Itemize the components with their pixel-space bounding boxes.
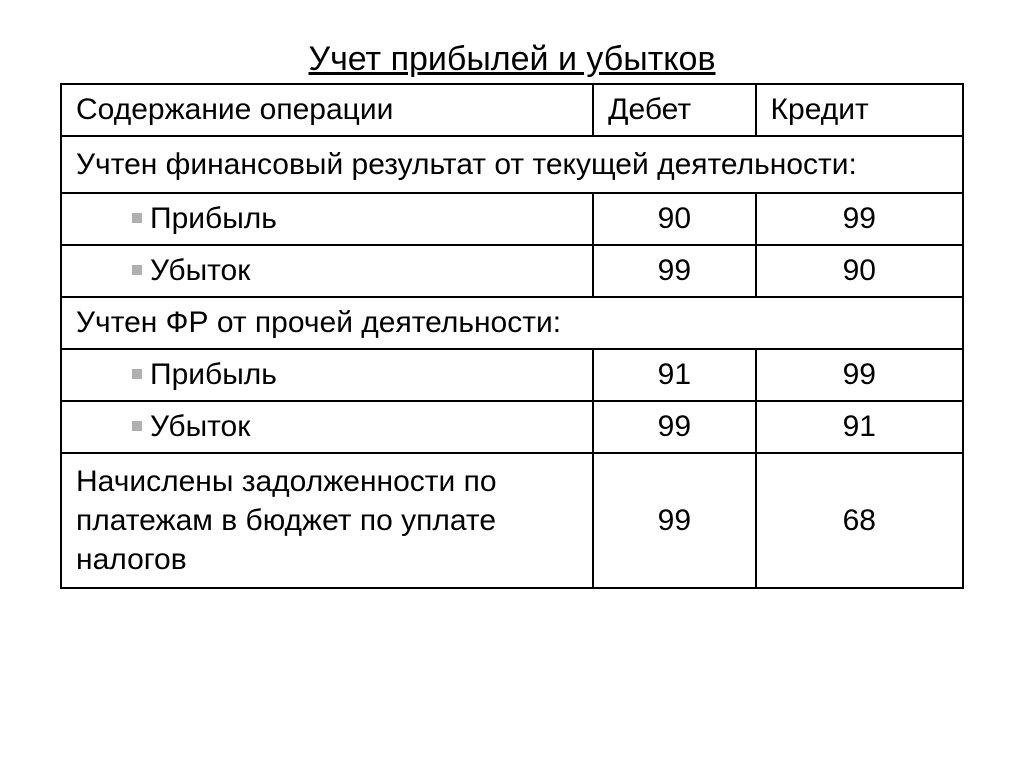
row-credit: 68 — [756, 453, 963, 588]
table-row: Начислены задолженности по платежам в бю… — [61, 453, 963, 588]
header-credit: Кредит — [756, 84, 963, 136]
row-credit: 99 — [756, 349, 963, 401]
row-label: Прибыль — [61, 349, 593, 401]
row-debit: 99 — [593, 453, 755, 588]
section-row: Учтен финансовый результат от текущей де… — [61, 136, 963, 193]
section2-label: Учтен ФР от прочей деятельности: — [61, 297, 963, 349]
bullet-icon — [132, 421, 142, 431]
row-credit: 90 — [756, 245, 963, 297]
table-row: Прибыль 91 99 — [61, 349, 963, 401]
row-credit: 91 — [756, 401, 963, 453]
row-label: Прибыль — [61, 193, 593, 245]
row-label: Убыток — [61, 245, 593, 297]
header-row: Содержание операции Дебет Кредит — [61, 84, 963, 136]
row-text: Убыток — [150, 254, 250, 287]
header-debit: Дебет — [593, 84, 755, 136]
row-debit: 90 — [593, 193, 755, 245]
header-desc: Содержание операции — [61, 84, 593, 136]
bullet-icon — [132, 369, 142, 379]
row-debit: 91 — [593, 349, 755, 401]
section1-label: Учтен финансовый результат от текущей де… — [61, 136, 963, 193]
table-row: Прибыль 90 99 — [61, 193, 963, 245]
table-row: Убыток 99 91 — [61, 401, 963, 453]
row-credit: 99 — [756, 193, 963, 245]
row-text: Прибыль — [150, 358, 277, 391]
row-text: Убыток — [150, 410, 250, 443]
section-row: Учтен ФР от прочей деятельности: — [61, 297, 963, 349]
table-row: Убыток 99 90 — [61, 245, 963, 297]
row-label: Убыток — [61, 401, 593, 453]
row-debit: 99 — [593, 401, 755, 453]
page-title: Учет прибылей и убытков — [60, 40, 964, 79]
row-label: Начислены задолженности по платежам в бю… — [61, 453, 593, 588]
accounting-table: Содержание операции Дебет Кредит Учтен ф… — [60, 83, 964, 589]
row-text: Прибыль — [150, 202, 277, 235]
bullet-icon — [132, 265, 142, 275]
row-debit: 99 — [593, 245, 755, 297]
bullet-icon — [132, 213, 142, 223]
